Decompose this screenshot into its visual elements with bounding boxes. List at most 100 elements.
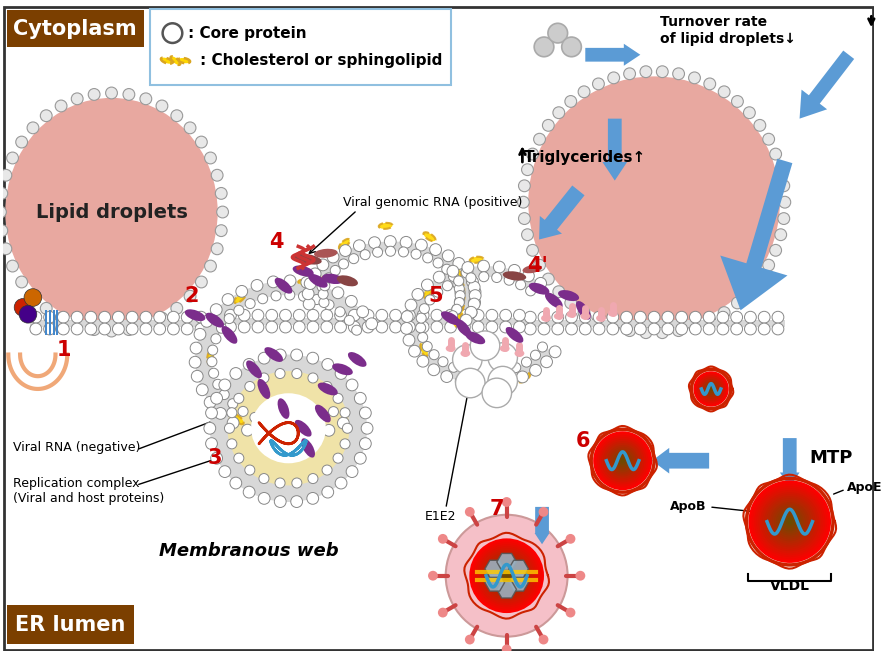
Ellipse shape — [246, 361, 262, 378]
Circle shape — [317, 259, 329, 271]
Circle shape — [19, 306, 37, 323]
Circle shape — [778, 180, 789, 192]
Circle shape — [361, 422, 373, 434]
Circle shape — [766, 498, 813, 545]
Circle shape — [333, 394, 343, 403]
Circle shape — [487, 556, 526, 595]
Text: 4: 4 — [269, 231, 284, 252]
Circle shape — [403, 334, 415, 346]
Circle shape — [30, 323, 42, 335]
Circle shape — [113, 323, 124, 335]
Circle shape — [565, 534, 575, 544]
Circle shape — [0, 243, 12, 255]
Bar — [44, 310, 47, 335]
Ellipse shape — [294, 254, 322, 265]
Circle shape — [98, 311, 111, 323]
Circle shape — [209, 311, 221, 323]
Circle shape — [539, 635, 548, 645]
Circle shape — [502, 376, 514, 388]
Circle shape — [219, 466, 230, 478]
Circle shape — [565, 323, 578, 335]
Circle shape — [488, 367, 517, 396]
Circle shape — [719, 86, 730, 98]
Text: 2: 2 — [185, 286, 199, 306]
Circle shape — [211, 392, 222, 404]
FancyBboxPatch shape — [7, 10, 144, 47]
Circle shape — [770, 148, 781, 160]
Circle shape — [553, 107, 564, 119]
Circle shape — [234, 394, 244, 403]
Ellipse shape — [446, 345, 455, 352]
Circle shape — [340, 408, 350, 418]
Circle shape — [776, 508, 804, 535]
Circle shape — [732, 95, 743, 107]
Circle shape — [348, 309, 361, 321]
Ellipse shape — [339, 239, 350, 249]
Circle shape — [471, 540, 542, 611]
Circle shape — [224, 423, 235, 433]
Circle shape — [253, 309, 264, 321]
Circle shape — [565, 297, 577, 309]
Circle shape — [446, 515, 568, 637]
Circle shape — [603, 441, 642, 480]
Circle shape — [732, 297, 743, 309]
Circle shape — [419, 304, 430, 313]
Circle shape — [472, 309, 484, 321]
Circle shape — [492, 273, 501, 283]
Polygon shape — [534, 507, 549, 544]
Circle shape — [593, 431, 652, 490]
Circle shape — [234, 306, 244, 315]
Circle shape — [501, 645, 511, 654]
Circle shape — [772, 504, 807, 539]
Circle shape — [236, 285, 248, 297]
Circle shape — [405, 299, 417, 311]
Circle shape — [458, 321, 470, 333]
Circle shape — [408, 346, 421, 357]
Circle shape — [201, 315, 213, 327]
Circle shape — [0, 225, 8, 237]
Circle shape — [354, 240, 365, 252]
Text: Triglycerides↑: Triglycerides↑ — [525, 150, 647, 166]
Circle shape — [244, 486, 255, 498]
Circle shape — [518, 180, 531, 192]
Circle shape — [284, 290, 295, 300]
Text: 6: 6 — [576, 431, 591, 451]
Circle shape — [140, 311, 152, 323]
Circle shape — [324, 273, 334, 283]
Circle shape — [482, 378, 511, 407]
Circle shape — [373, 247, 383, 257]
Ellipse shape — [315, 405, 330, 422]
Text: VLDL: VLDL — [770, 579, 810, 593]
Circle shape — [332, 287, 344, 299]
Circle shape — [58, 323, 69, 335]
Circle shape — [497, 566, 517, 585]
Circle shape — [565, 311, 578, 323]
Circle shape — [307, 493, 319, 505]
Circle shape — [483, 552, 530, 599]
Circle shape — [227, 408, 237, 418]
Ellipse shape — [441, 311, 461, 325]
Circle shape — [222, 311, 235, 323]
Circle shape — [191, 371, 203, 382]
Circle shape — [453, 279, 463, 289]
Circle shape — [227, 439, 237, 449]
Ellipse shape — [234, 294, 245, 303]
Text: 1: 1 — [57, 340, 72, 359]
Circle shape — [217, 206, 229, 218]
Circle shape — [500, 321, 511, 333]
Circle shape — [607, 445, 639, 476]
Circle shape — [196, 136, 207, 148]
Polygon shape — [780, 438, 799, 487]
Circle shape — [194, 328, 206, 340]
Circle shape — [433, 258, 443, 268]
Circle shape — [593, 311, 605, 323]
Circle shape — [705, 383, 717, 395]
Circle shape — [542, 120, 555, 131]
Circle shape — [763, 133, 774, 145]
Circle shape — [601, 439, 644, 482]
FancyBboxPatch shape — [150, 9, 451, 85]
Circle shape — [621, 311, 633, 323]
Circle shape — [280, 321, 291, 333]
Ellipse shape — [314, 249, 338, 258]
Circle shape — [215, 225, 227, 237]
